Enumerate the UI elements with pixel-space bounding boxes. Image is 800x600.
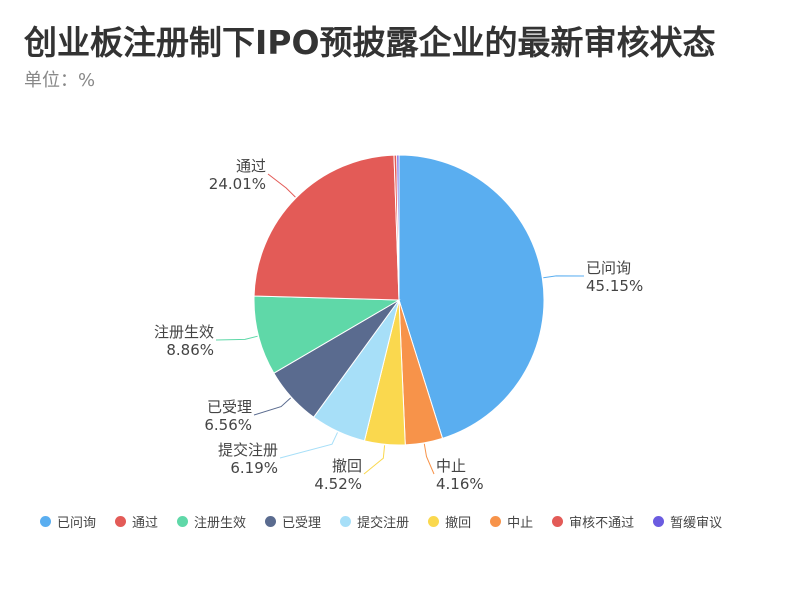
- slice-value-注册生效: 8.86%: [166, 341, 214, 359]
- legend-item-注册生效[interactable]: 注册生效: [177, 512, 246, 531]
- legend-marker-icon: [490, 516, 502, 527]
- legend-marker-icon: [428, 516, 440, 527]
- slice-label-已问询: 已问询: [586, 259, 631, 277]
- leader-line-中止: [423, 443, 435, 475]
- legend-item-已受理[interactable]: 已受理: [265, 512, 321, 531]
- slice-label-提交注册: 提交注册: [218, 441, 278, 459]
- chart-unit: 单位：%: [24, 70, 96, 91]
- legend-item-撤回[interactable]: 撤回: [428, 512, 471, 531]
- slice-label-中止: 中止: [436, 457, 466, 475]
- legend-label: 中止: [507, 516, 534, 531]
- pie-slice-暂缓审议: [396, 154, 400, 301]
- legend-marker-icon: [340, 516, 352, 527]
- legend-label: 已受理: [282, 516, 322, 531]
- legend-label: 暂缓审议: [670, 516, 723, 531]
- slice-label-通过: 通过: [236, 157, 266, 175]
- pie-slice-通过: [253, 154, 400, 301]
- slice-value-中止: 4.16%: [436, 475, 484, 493]
- slice-label-已受理: 已受理: [207, 398, 252, 416]
- slice-value-已受理: 6.56%: [204, 416, 252, 434]
- pie-slice-已问询: [398, 154, 545, 439]
- legend-marker-icon: [177, 516, 189, 527]
- legend-label: 注册生效: [194, 516, 247, 531]
- leader-line-提交注册: [279, 432, 338, 459]
- slice-value-通过: 24.01%: [209, 175, 266, 193]
- legend-marker-icon: [265, 516, 277, 527]
- legend-item-暂缓审议[interactable]: 暂缓审议: [653, 512, 722, 531]
- legend-label: 已问询: [57, 516, 97, 531]
- leader-line-已问询: [543, 275, 585, 279]
- chart-legend: 已问询 通过 注册生效 已受理 提交注册 撤回 中止 审核不通过 暂缓审议: [40, 512, 780, 531]
- legend-item-提交注册[interactable]: 提交注册: [340, 512, 409, 531]
- legend-marker-icon: [552, 516, 564, 527]
- legend-marker-icon: [115, 516, 127, 527]
- slice-label-注册生效: 注册生效: [154, 323, 214, 341]
- legend-item-已问询[interactable]: 已问询: [40, 512, 96, 531]
- chart-title: 创业板注册制下IPO预披露企业的最新审核状态: [24, 23, 716, 62]
- slice-value-已问询: 45.15%: [586, 277, 643, 295]
- legend-item-中止[interactable]: 中止: [490, 512, 533, 531]
- leader-line-撤回: [363, 445, 386, 475]
- legend-item-审核不通过[interactable]: 审核不通过: [552, 512, 634, 531]
- leader-line-已受理: [253, 397, 292, 416]
- pie-slice-注册生效: [253, 295, 401, 374]
- legend-label: 审核不通过: [569, 516, 635, 531]
- legend-marker-icon: [653, 516, 665, 527]
- legend-label: 撤回: [445, 516, 472, 531]
- slice-label-撤回: 撤回: [332, 457, 362, 475]
- legend-marker-icon: [40, 516, 51, 527]
- slice-value-撤回: 4.52%: [314, 475, 362, 493]
- leader-line-通过: [267, 173, 296, 198]
- slice-value-提交注册: 6.19%: [230, 459, 278, 477]
- legend-label: 通过: [132, 516, 159, 531]
- legend-item-通过[interactable]: 通过: [115, 512, 158, 531]
- legend-label: 提交注册: [357, 516, 410, 531]
- leader-line-注册生效: [215, 335, 258, 341]
